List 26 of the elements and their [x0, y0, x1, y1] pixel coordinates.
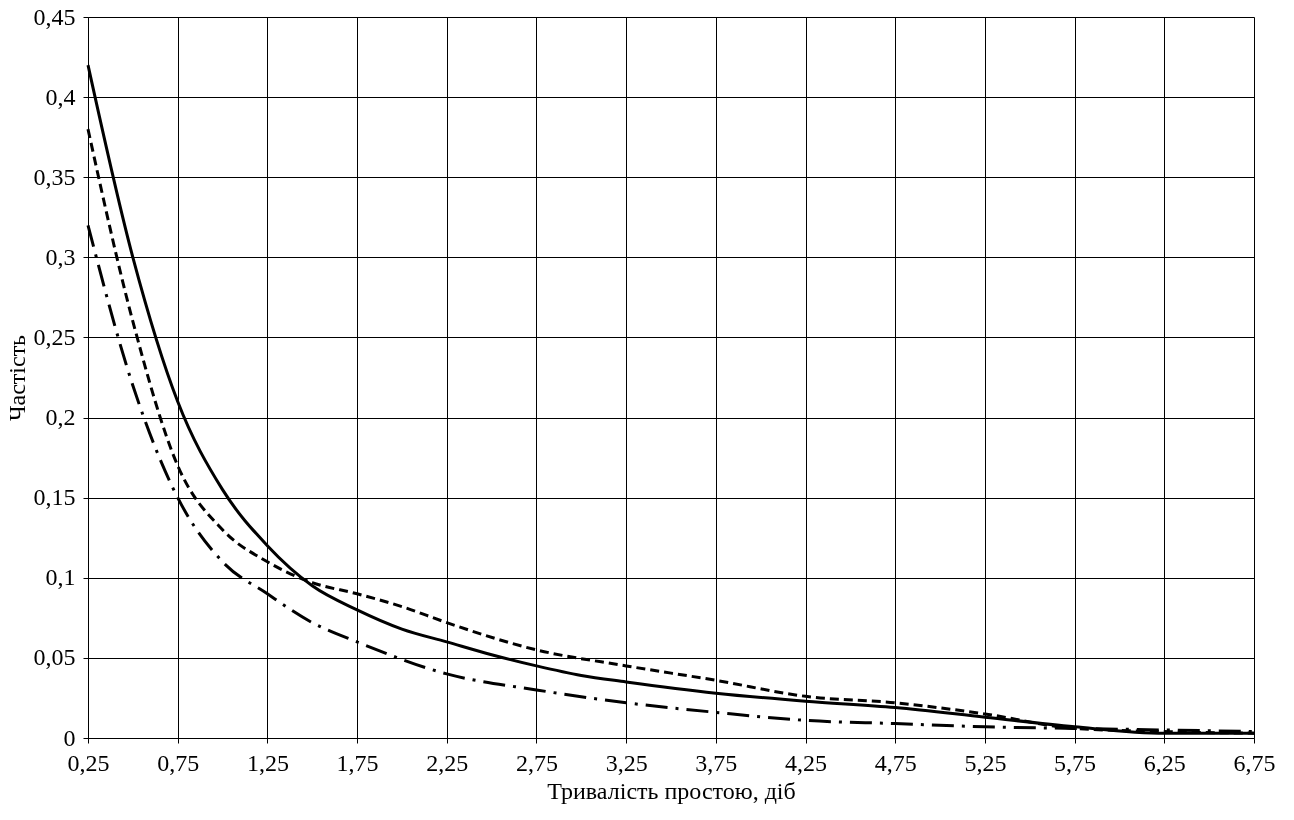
y-tick-label: 0,15: [33, 484, 76, 511]
y-tick-label: 0,4: [45, 83, 76, 110]
y-axis-title: Частість: [3, 334, 30, 422]
x-tick-label: 6,25: [1143, 749, 1186, 776]
x-tick-label: 3,25: [605, 749, 648, 776]
x-tick-label: 2,25: [426, 749, 469, 776]
x-tick-label: 2,75: [515, 749, 558, 776]
y-tick-label: 0,1: [45, 564, 76, 591]
x-tick-label: 5,25: [964, 749, 1007, 776]
y-tick-label: 0,3: [45, 243, 76, 270]
x-tick-label: 5,75: [1054, 749, 1097, 776]
x-tick-label: 6,75: [1233, 749, 1276, 776]
y-tick-label: 0,2: [45, 404, 76, 431]
y-tick-label: 0,35: [33, 163, 76, 190]
x-tick-label: 4,25: [785, 749, 828, 776]
x-tick-label: 1,75: [336, 749, 379, 776]
y-tick-label: 0,25: [33, 323, 76, 350]
x-tick-label: 0,25: [67, 749, 110, 776]
y-tick-label: 0: [63, 724, 76, 751]
x-axis-title: Тривалість простою, діб: [547, 777, 796, 804]
x-tick-label: 4,75: [874, 749, 917, 776]
x-tick-label: 1,25: [246, 749, 289, 776]
y-tick-label: 0,05: [33, 644, 76, 671]
x-tick-label: 0,75: [157, 749, 200, 776]
x-tick-label: 3,75: [695, 749, 738, 776]
y-tick-label: 0,45: [33, 3, 76, 30]
